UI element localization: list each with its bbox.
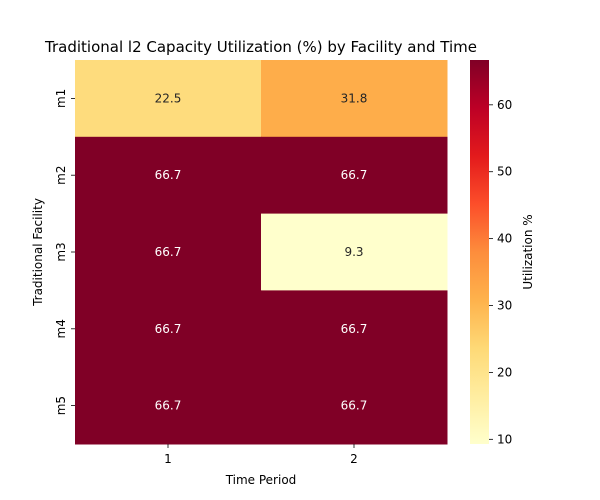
y-axis-ticks: m1 m2 m3 m4 m5	[54, 89, 75, 415]
heatmap-cell	[261, 367, 448, 445]
cell-value-label: 9.3	[344, 245, 363, 259]
cell-value-label: 22.5	[155, 91, 182, 105]
cell-value-label: 66.7	[155, 245, 182, 259]
colorbar-tick-label: 40	[497, 232, 512, 246]
x-tick-label: 2	[350, 452, 358, 466]
heatmap-cell	[261, 60, 448, 138]
cell-value-label: 66.7	[341, 168, 368, 182]
x-tick-label: 1	[164, 452, 172, 466]
heatmap-cell	[75, 290, 262, 368]
heatmap-cell	[75, 367, 262, 445]
heatmap-cell	[261, 136, 448, 215]
y-tick-label: m1	[54, 89, 68, 108]
heatmap-cell	[261, 290, 448, 368]
heatmap-cells: 22.5 31.8 66.7 66.7 66.7 9.3 66.7 66.7 66.7 66.7	[75, 60, 448, 445]
heatmap-cell	[75, 136, 262, 215]
y-axis-label: Traditional Facility	[31, 198, 45, 307]
heatmap-cell	[75, 213, 262, 291]
colorbar-tick-label: 10	[497, 432, 512, 446]
y-tick-label: m5	[54, 396, 68, 415]
heatmap-cell	[261, 213, 448, 291]
colorbar-tick-label: 60	[497, 98, 512, 112]
cell-value-label: 66.7	[341, 322, 368, 336]
colorbar-tick-label: 30	[497, 299, 512, 313]
y-tick-label: m3	[54, 242, 68, 261]
heatmap-cell	[75, 60, 262, 138]
y-tick-label: m2	[54, 166, 68, 185]
cell-value-label: 66.7	[155, 322, 182, 336]
cell-value-label: 66.7	[155, 399, 182, 413]
cell-value-label: 66.7	[341, 399, 368, 413]
x-axis-label: Time Period	[225, 473, 297, 487]
colorbar-label: Utilization %	[521, 214, 535, 289]
colorbar-tick-label: 50	[497, 165, 512, 179]
y-tick-label: m4	[54, 319, 68, 338]
cell-value-label: 66.7	[155, 168, 182, 182]
colorbar	[470, 60, 489, 444]
colorbar-tick-label: 20	[497, 365, 512, 379]
colorbar-ticks: 10 20 30 40 50 60	[489, 98, 512, 446]
chart-title: Traditional l2 Capacity Utilization (%) …	[44, 38, 477, 56]
cell-value-label: 31.8	[341, 91, 368, 105]
